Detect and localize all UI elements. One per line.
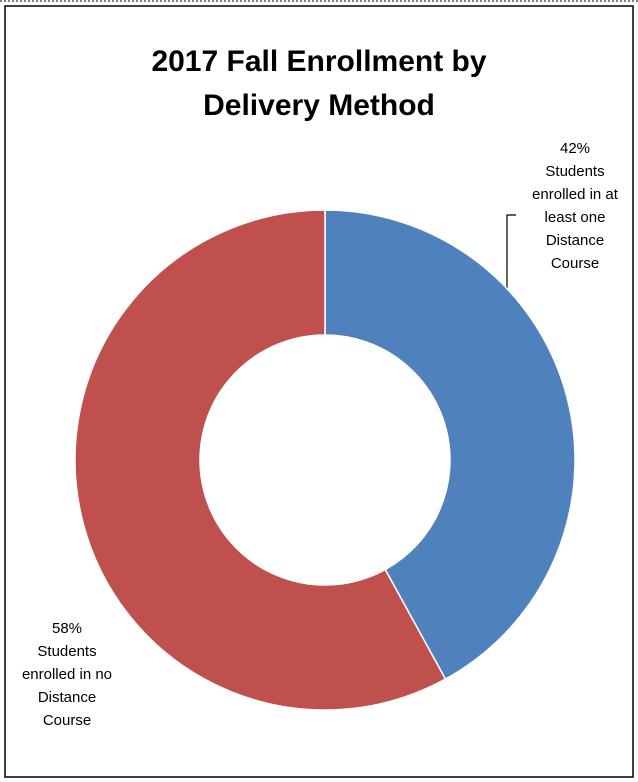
data-label: 42% Students enrolled in at least one Di… (515, 137, 635, 275)
category-label: Students enrolled in no Distance Course (21, 643, 113, 729)
chart-border (4, 5, 634, 778)
value-label: 42% (559, 140, 591, 157)
category-label: Students enrolled in at least one Distan… (532, 163, 618, 272)
donut-slice (74, 209, 447, 711)
donut (74, 209, 576, 711)
donut-slice (324, 209, 576, 681)
value-label: 58% (51, 620, 83, 637)
data-label: 58% Students enrolled in no Distance Cou… (8, 617, 126, 732)
chart-title: 2017 Fall Enrollment by Delivery Method (151, 45, 487, 122)
